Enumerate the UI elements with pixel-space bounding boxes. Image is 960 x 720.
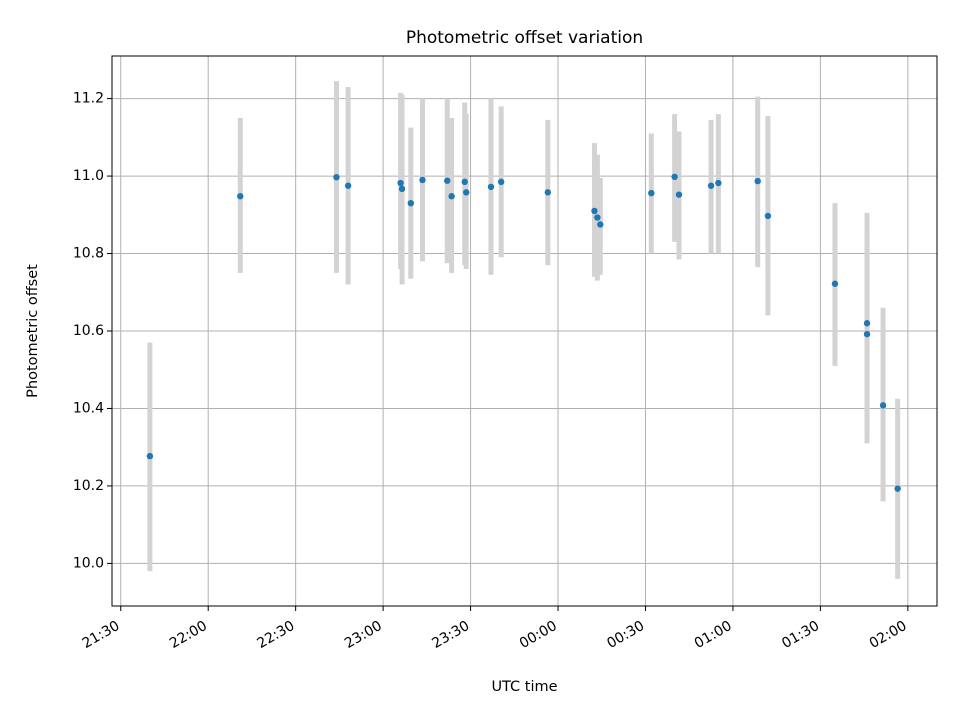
y-tick-label: 10.4 (73, 400, 104, 416)
y-tick-label: 10.6 (73, 323, 104, 339)
data-point (397, 179, 404, 187)
data-point (707, 182, 715, 189)
y-tick-label: 11.2 (73, 91, 104, 107)
data-point (398, 185, 406, 193)
data-point (831, 280, 839, 287)
y-tick-label: 11.0 (73, 168, 104, 184)
data-point (497, 178, 505, 186)
data-point (487, 183, 495, 191)
data-point (764, 212, 772, 220)
y-axis-ticks: 10.0 10.2 10.4 10.6 10.8 11.0 11.2 (73, 91, 112, 571)
data-point (594, 214, 601, 221)
data-point (146, 452, 154, 460)
data-point (754, 177, 761, 185)
data-point (879, 402, 887, 409)
data-point (863, 320, 871, 327)
data-point (591, 207, 598, 215)
x-axis-label: UTC time (491, 679, 557, 695)
y-tick-label: 10.8 (73, 246, 104, 262)
data-point (344, 182, 352, 189)
data-point (863, 330, 871, 338)
data-point (675, 191, 683, 198)
data-point (448, 193, 455, 200)
data-point (461, 178, 468, 186)
data-point (648, 189, 655, 197)
data-point (671, 173, 678, 181)
data-point (419, 176, 426, 184)
data-point (715, 179, 722, 187)
grid (112, 56, 937, 606)
data-point (444, 177, 451, 184)
data-points (146, 173, 901, 492)
data-point (237, 193, 244, 200)
data-point (333, 174, 340, 181)
data-point (894, 485, 901, 492)
data-point (544, 189, 552, 196)
data-point (462, 189, 470, 196)
y-tick-label: 10.2 (73, 478, 104, 494)
data-point (407, 199, 415, 207)
y-axis-label: Photometric offset (25, 264, 41, 398)
chart-title: Photometric offset variation (406, 28, 643, 48)
y-tick-label: 10.0 (73, 555, 104, 571)
data-point (597, 221, 604, 228)
